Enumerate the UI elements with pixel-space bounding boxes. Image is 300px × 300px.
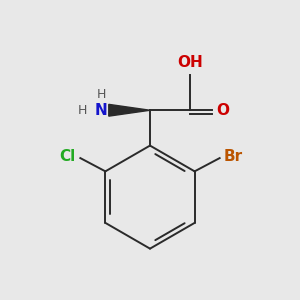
Text: Cl: Cl [60,149,76,164]
Text: OH: OH [177,56,203,70]
Text: H: H [97,88,106,100]
Text: H: H [78,104,87,117]
Polygon shape [109,104,150,116]
Text: N: N [95,103,108,118]
Text: Br: Br [224,149,243,164]
Text: O: O [216,103,229,118]
